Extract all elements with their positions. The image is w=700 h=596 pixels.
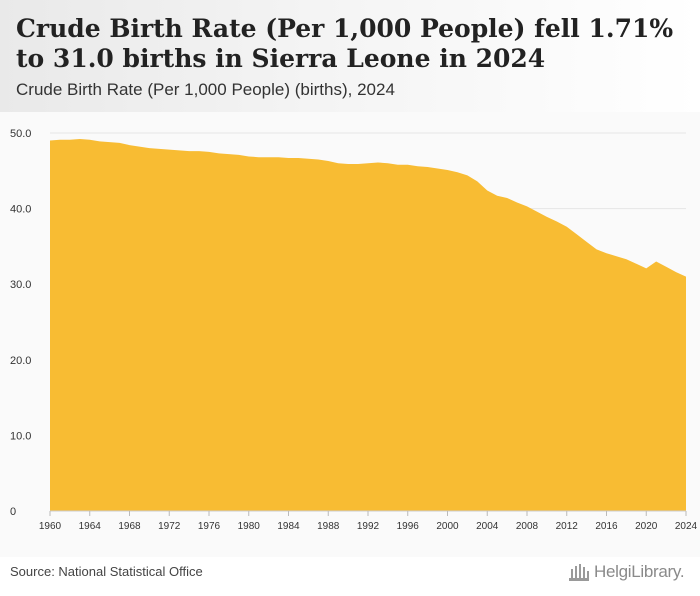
x-tick-label: 1984 <box>277 521 300 532</box>
x-tick-label: 2012 <box>556 521 579 532</box>
y-tick-label: 10.0 <box>10 430 31 442</box>
x-tick-label: 2000 <box>436 521 459 532</box>
chart-title: Crude Birth Rate (Per 1,000 People) fell… <box>16 14 674 73</box>
x-tick-label: 2024 <box>675 521 698 532</box>
y-tick-label: 20.0 <box>10 355 31 367</box>
x-tick-label: 2016 <box>595 521 618 532</box>
y-tick-label: 40.0 <box>10 204 31 216</box>
x-tick-label: 1980 <box>238 521 261 532</box>
helgi-library-logo[interactable]: HelgiLibrary. <box>568 560 685 584</box>
y-tick-label: 30.0 <box>10 279 31 291</box>
x-tick-label: 1972 <box>158 521 181 532</box>
x-tick-label: 2004 <box>476 521 499 532</box>
birth-rate-area-chart: 0 10.0 20.0 30.0 40.0 50.0 1960 1964 1968 1972 197… <box>10 128 698 532</box>
x-tick-label: 2008 <box>516 521 539 532</box>
x-tick-label: 1964 <box>79 521 102 532</box>
x-tick-label: 1988 <box>317 521 340 532</box>
logo-text: HelgiLibrary. <box>594 562 685 581</box>
chart-subtitle: Crude Birth Rate (Per 1,000 People) (bir… <box>16 80 395 99</box>
source-note: Source: National Statistical Office <box>10 564 203 579</box>
library-building-icon <box>569 564 589 581</box>
y-tick-label: 50.0 <box>10 128 31 140</box>
x-tick-label: 1996 <box>397 521 420 532</box>
x-tick-label: 1976 <box>198 521 221 532</box>
chart-header: Crude Birth Rate (Per 1,000 People) fell… <box>0 0 700 112</box>
x-tick-label: 1992 <box>357 521 380 532</box>
y-tick-label: 0 <box>10 506 16 518</box>
birth-rate-area <box>50 139 686 512</box>
x-tick-label: 1968 <box>118 521 141 532</box>
x-tick-label: 1960 <box>39 521 62 532</box>
x-tick-label: 2020 <box>635 521 658 532</box>
